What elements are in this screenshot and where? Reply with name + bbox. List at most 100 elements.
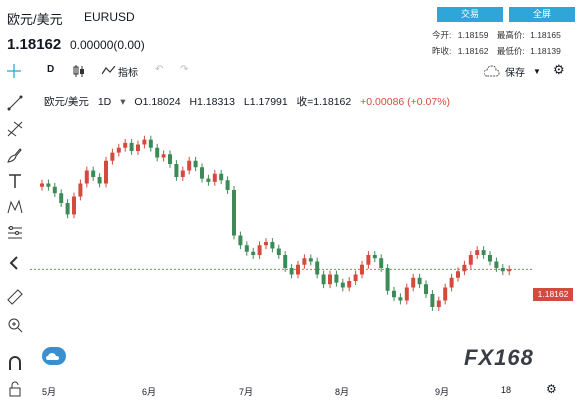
legend-low: L1.17991 [243, 96, 288, 108]
candle [251, 251, 256, 255]
candle [52, 186, 57, 194]
quote-row-1: 今开: 1.18159 最高价: 1.18165 [432, 29, 561, 41]
redo-icon[interactable]: ↷ [180, 64, 189, 75]
candle [308, 258, 313, 262]
x-tick: 7月 [239, 387, 254, 397]
legend-interval: 1D [97, 96, 112, 108]
candle [40, 183, 44, 187]
candle [244, 245, 249, 252]
candle [129, 142, 134, 151]
pair-name: 欧元/美元 [7, 12, 63, 27]
candle [379, 258, 384, 268]
fx168-logo: FX168 [464, 345, 534, 371]
candle [430, 294, 435, 307]
axis-settings-icon[interactable]: ⚙ [546, 382, 557, 396]
prediction-tool-icon[interactable] [6, 224, 24, 242]
candle [264, 242, 268, 246]
save-button[interactable]: 保存 [505, 68, 525, 79]
candle [97, 177, 102, 184]
candle [200, 167, 204, 179]
candle [187, 160, 192, 171]
text-tool-icon[interactable] [6, 172, 24, 190]
candle [360, 264, 364, 275]
cloud-icon[interactable] [484, 65, 500, 77]
high-label: 最高价: [496, 30, 525, 40]
candle [225, 180, 230, 190]
candle [91, 170, 96, 177]
crosshair-icon[interactable] [7, 64, 21, 78]
trend-line-icon[interactable] [6, 94, 24, 112]
zoom-in-icon[interactable] [6, 316, 24, 334]
candle [123, 142, 128, 148]
candle [411, 277, 416, 288]
candle [334, 274, 339, 283]
candle [148, 139, 153, 148]
candle [116, 147, 121, 153]
candle [353, 274, 358, 281]
candle [494, 261, 499, 268]
pattern-tool-icon[interactable] [6, 198, 24, 216]
candle [398, 297, 403, 301]
candle [468, 255, 473, 265]
candle [296, 264, 300, 275]
drawing-tools-sidebar [0, 82, 30, 401]
candle [212, 173, 217, 182]
candle [174, 164, 179, 177]
indicators-button[interactable]: 指标 [118, 68, 138, 79]
symbol-header: 欧元/美元 EURUSD 1.18162 0.00000(0.00) 交易 全屏… [0, 0, 577, 60]
candle [424, 284, 428, 294]
fib-tool-icon[interactable] [6, 120, 24, 138]
brush-icon[interactable] [6, 146, 24, 164]
candle [366, 255, 371, 265]
candle [417, 277, 422, 285]
candle [436, 300, 441, 307]
back-arrow-icon[interactable] [6, 254, 24, 272]
price-chart[interactable] [30, 82, 577, 401]
today-open-label: 今开: [432, 30, 452, 40]
quote-row-2: 昨收: 1.18162 最低价: 1.18139 [432, 45, 561, 57]
candle [142, 139, 147, 145]
candlestick-chart[interactable] [30, 82, 577, 401]
candle [270, 242, 275, 249]
legend-dropdown-icon[interactable]: ▾ [120, 96, 126, 108]
candle [315, 261, 320, 275]
full-screen-button[interactable]: 全屏 [509, 7, 575, 22]
ruler-icon[interactable] [6, 288, 24, 306]
candle [72, 196, 76, 215]
candle [276, 248, 281, 255]
candle [481, 250, 486, 255]
candle [449, 277, 454, 288]
candle [456, 271, 460, 278]
settings-gear-icon[interactable]: ⚙ [553, 62, 565, 77]
candle [328, 274, 332, 285]
magnet-icon[interactable] [6, 354, 24, 372]
chart-legend: 欧元/美元 1D ▾ O1.18024 H1.18313 L1.17991 收=… [44, 94, 456, 109]
undo-icon[interactable]: ↶ [155, 64, 164, 75]
x-tick: 18 [501, 385, 512, 395]
lock-icon[interactable] [6, 380, 24, 398]
x-tick: 6月 [142, 387, 157, 397]
candle [302, 258, 307, 265]
legend-open: O1.18024 [134, 96, 181, 108]
candle [104, 160, 108, 184]
candle [321, 274, 326, 285]
last-price: 1.18162 [7, 36, 62, 53]
indicator-icon [102, 66, 116, 75]
candle [475, 250, 480, 255]
x-tick: 9月 [435, 387, 450, 397]
candle [404, 287, 409, 301]
prev-close-value: 1.18162 [457, 46, 489, 56]
candles-icon[interactable] [72, 65, 86, 77]
candle [193, 160, 198, 168]
save-dropdown-icon[interactable]: ▼ [533, 67, 541, 76]
interval-button[interactable]: D [47, 64, 55, 75]
trade-button[interactable]: 交易 [437, 7, 503, 22]
x-tick: 8月 [335, 387, 350, 397]
candle [372, 255, 377, 259]
candle [289, 268, 294, 275]
high-value: 1.18165 [530, 30, 561, 40]
legend-pair: 欧元/美元 [44, 96, 89, 108]
cloud-app-icon[interactable] [42, 347, 66, 365]
price-change: 0.00000(0.00) [70, 38, 145, 52]
pair-code: EURUSD [84, 10, 135, 24]
